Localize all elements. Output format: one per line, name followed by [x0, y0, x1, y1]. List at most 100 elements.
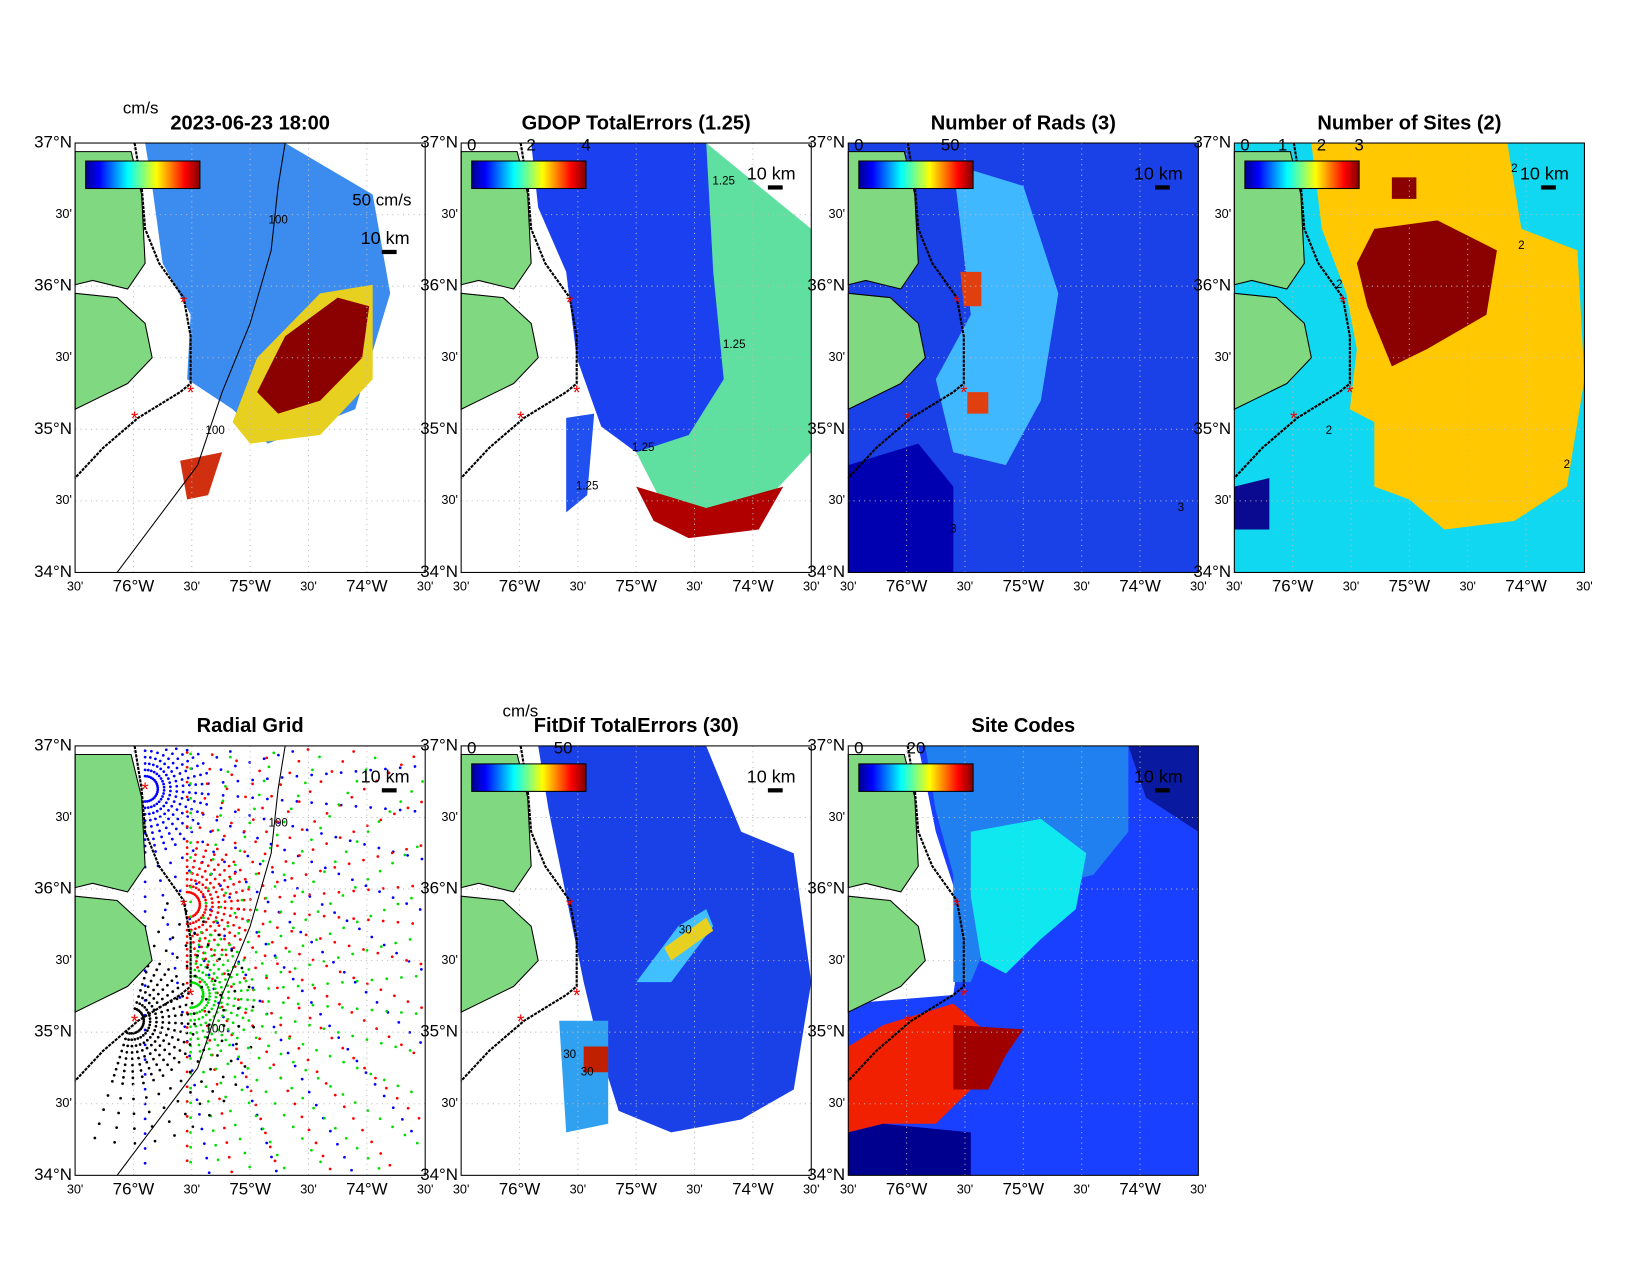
radial-grid-point	[286, 1089, 290, 1093]
radial-grid-point	[282, 1113, 286, 1117]
radial-grid-point	[391, 861, 394, 865]
contour-label: 2	[1511, 162, 1517, 175]
radial-grid-point	[232, 982, 236, 986]
radial-grid-point	[183, 1112, 187, 1116]
lon-label: 30'	[300, 1183, 317, 1197]
radial-grid-point	[206, 1001, 210, 1005]
radial-grid-point	[154, 757, 157, 761]
radial-grid-point	[185, 871, 189, 875]
panel-title: GDOP TotalErrors (1.25)	[522, 112, 751, 134]
radial-grid-point	[223, 937, 226, 941]
radial-grid-point	[244, 973, 248, 977]
radial-grid-point	[214, 991, 218, 995]
radial-grid-point	[341, 1046, 345, 1050]
radial-grid-point	[337, 872, 341, 876]
radial-grid-point	[207, 889, 210, 893]
radial-grid-point	[259, 1117, 262, 1121]
radial-grid-point	[177, 1060, 181, 1064]
radial-grid-point	[189, 900, 193, 904]
radial-grid-point	[204, 1085, 208, 1089]
radial-grid-point	[223, 906, 227, 910]
radial-grid-point	[255, 890, 259, 894]
data-field	[1391, 177, 1417, 199]
radial-grid-point	[197, 1017, 201, 1021]
radial-grid-point	[196, 873, 199, 877]
radial-grid-point	[217, 1019, 221, 1023]
radial-grid-point	[291, 1125, 295, 1129]
radial-grid-point	[198, 1112, 201, 1116]
radial-grid-point	[319, 780, 323, 783]
radial-grid-point	[185, 1159, 189, 1163]
radial-grid-point	[196, 1060, 200, 1063]
radial-grid-point	[167, 832, 171, 835]
radial-grid-point	[140, 982, 144, 986]
radial-grid-point	[247, 885, 251, 889]
radial-grid-point	[296, 1002, 300, 1006]
lat-label: 37°N	[34, 132, 72, 151]
radial-grid-point	[258, 1037, 261, 1041]
radial-grid-point	[197, 918, 201, 922]
radial-grid-point	[197, 943, 201, 947]
radial-grid-point	[291, 977, 295, 981]
radial-grid-point	[167, 1021, 171, 1025]
radial-grid-point	[201, 883, 205, 887]
radial-grid-point	[283, 848, 286, 852]
radial-grid-point	[244, 795, 247, 799]
radial-grid-point	[201, 1015, 205, 1019]
radial-grid-point	[158, 1044, 162, 1048]
radial-grid-point	[211, 1129, 215, 1132]
radial-grid-point	[174, 1021, 177, 1025]
radial-grid-point	[156, 751, 159, 755]
radial-grid-point	[261, 859, 265, 863]
radial-grid-point	[185, 1026, 189, 1029]
radial-grid-point	[189, 885, 193, 889]
radial-grid-point	[369, 806, 373, 809]
radial-grid-point	[185, 780, 189, 784]
radial-grid-point	[233, 841, 237, 845]
radial-grid-point	[147, 762, 151, 766]
lat-label: 30'	[1215, 493, 1232, 507]
radial-grid-point	[183, 1052, 187, 1056]
radial-grid-point	[297, 1046, 301, 1050]
radial-grid-point	[234, 915, 238, 919]
radial-grid-point	[242, 976, 246, 980]
radial-grid-point	[252, 818, 255, 822]
radial-grid-point	[211, 977, 214, 981]
radial-grid-point	[194, 953, 197, 957]
radial-grid-point	[296, 984, 300, 988]
radial-grid-point	[258, 862, 262, 866]
panel-title: FitDif TotalErrors (30)	[534, 715, 739, 737]
radial-grid-point	[210, 954, 214, 958]
lon-label: 74°W	[1505, 577, 1547, 596]
land	[847, 292, 926, 411]
radial-grid-point	[352, 830, 356, 834]
lon-label: 30'	[1459, 580, 1476, 594]
radial-grid-point	[163, 973, 167, 976]
radial-grid-point	[180, 1022, 184, 1025]
radial-grid-point	[373, 1082, 377, 1086]
radial-grid-point	[265, 1012, 268, 1016]
radial-grid-point	[275, 1153, 279, 1157]
radial-grid-point	[185, 865, 189, 869]
radial-grid-point	[375, 779, 378, 783]
radial-grid-point	[273, 1159, 277, 1163]
radial-grid-point	[196, 764, 199, 768]
radial-grid-point	[307, 1090, 311, 1094]
radial-grid-point	[236, 1057, 240, 1061]
radial-grid-point	[324, 1082, 328, 1085]
radial-grid-point	[143, 749, 147, 753]
site-marker: *	[187, 986, 195, 1007]
radial-grid-point	[267, 987, 271, 990]
radial-grid-point	[246, 1067, 250, 1070]
radial-grid-point	[154, 817, 157, 821]
radial-grid-point	[398, 766, 402, 770]
radial-grid-point	[196, 840, 199, 844]
radial-grid-point	[143, 800, 147, 803]
radial-grid-point	[275, 880, 279, 884]
radial-grid-point	[193, 974, 197, 978]
radial-grid-point	[162, 804, 166, 808]
radial-grid-point	[257, 871, 261, 875]
radial-grid-point	[172, 800, 176, 803]
radial-grid-point	[130, 1038, 134, 1042]
radial-grid-point	[192, 775, 196, 778]
